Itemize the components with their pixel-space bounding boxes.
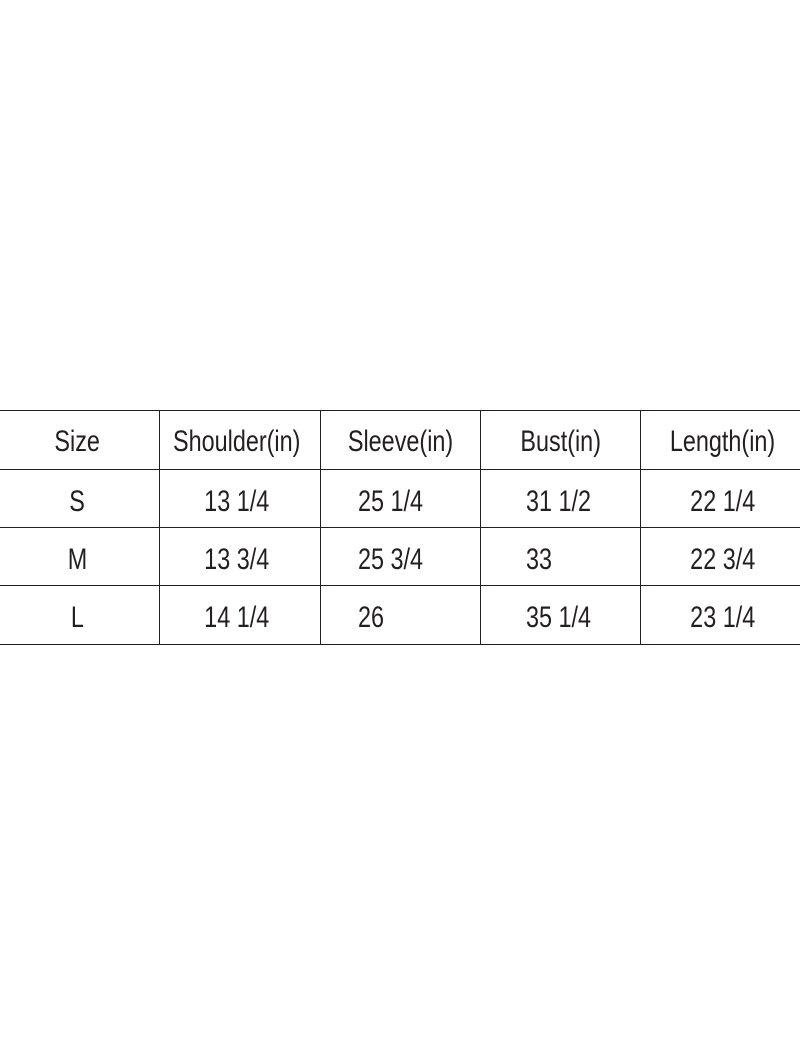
cell-value: L: [70, 601, 85, 634]
row-divider: [0, 469, 800, 470]
row-divider: [0, 585, 800, 586]
cell-value: 23 1/4: [690, 601, 756, 634]
header-cell: Bust(in): [481, 411, 641, 473]
header-cell: Sleeve(in): [320, 411, 481, 473]
header-size: Size: [54, 425, 101, 458]
cell-value: 13 1/4: [203, 485, 270, 518]
table-cell: M: [0, 529, 155, 591]
header-sleeve: Sleeve(in): [347, 425, 454, 458]
table-cell: 35 1/4: [526, 587, 636, 649]
table-cell: 26: [358, 587, 478, 649]
table-cell: 22 3/4: [641, 529, 800, 591]
cell-value: 33: [526, 543, 553, 576]
column-divider: [480, 411, 481, 644]
cell-value: S: [69, 485, 86, 518]
table-cell: 25 3/4: [358, 529, 478, 591]
table-row: M 13 3/4 25 3/4 33 22 3/4: [0, 529, 800, 591]
header-cell: Shoulder(in): [160, 411, 313, 473]
cell-value: 31 1/2: [526, 485, 592, 518]
table-cell: 33: [526, 529, 636, 591]
header-shoulder: Shoulder(in): [172, 425, 301, 458]
table-cell: 13 1/4: [160, 471, 313, 533]
table-row: S 13 1/4 25 1/4 31 1/2 22 1/4: [0, 471, 800, 533]
table-cell: L: [0, 587, 155, 649]
size-chart-table: Size Shoulder(in) Sleeve(in) Bust(in) Le…: [0, 410, 800, 645]
column-divider: [159, 411, 160, 644]
table-row: L 14 1/4 26 35 1/4 23 1/4: [0, 587, 800, 649]
cell-value: 14 1/4: [203, 601, 270, 634]
cell-value: 22 3/4: [690, 543, 756, 576]
cell-value: M: [67, 543, 88, 576]
table-cell: S: [0, 471, 155, 533]
cell-value: 25 1/4: [358, 485, 424, 518]
column-divider: [640, 411, 641, 644]
header-row: Size Shoulder(in) Sleeve(in) Bust(in) Le…: [0, 411, 800, 473]
table-cell: 13 3/4: [160, 529, 313, 591]
table-cell: 25 1/4: [358, 471, 478, 533]
table-cell: 22 1/4: [641, 471, 800, 533]
table-cell: 31 1/2: [526, 471, 636, 533]
header-bust: Bust(in): [520, 425, 602, 458]
column-divider: [320, 411, 321, 644]
table-cell: 14 1/4: [160, 587, 313, 649]
table-cell: 23 1/4: [641, 587, 800, 649]
cell-value: 13 3/4: [203, 543, 270, 576]
row-divider: [0, 527, 800, 528]
cell-value: 25 3/4: [358, 543, 424, 576]
cell-value: 26: [358, 601, 385, 634]
cell-value: 35 1/4: [526, 601, 592, 634]
header-length: Length(in): [670, 425, 776, 458]
header-cell: Length(in): [641, 411, 800, 473]
cell-value: 22 1/4: [690, 485, 756, 518]
header-cell: Size: [0, 411, 155, 473]
